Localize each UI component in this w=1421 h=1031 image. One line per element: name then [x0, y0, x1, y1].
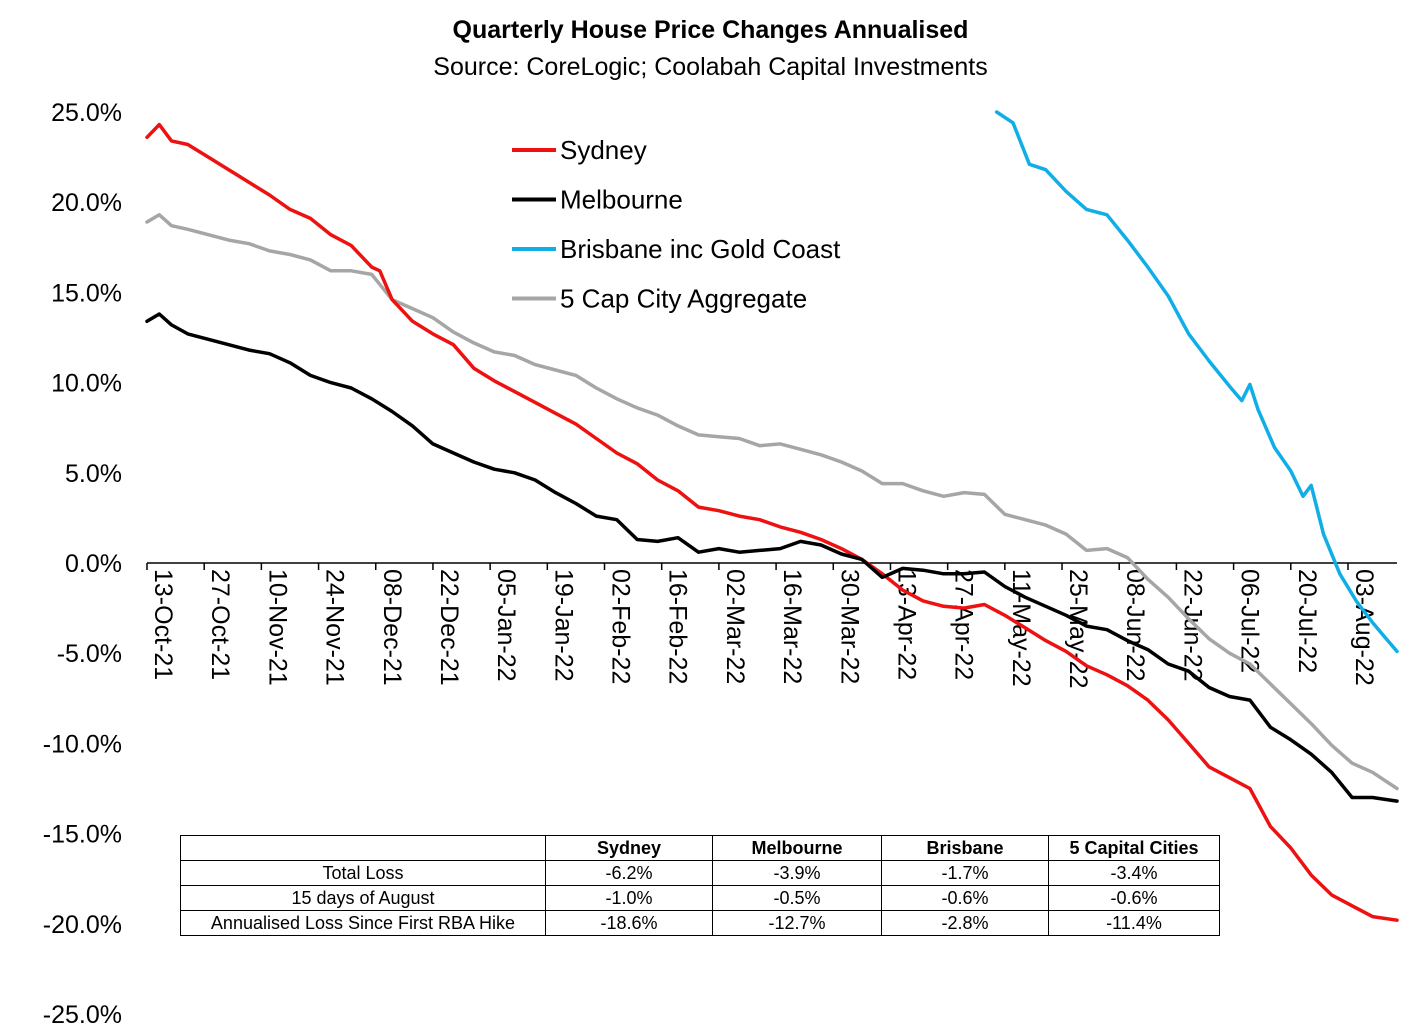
x-tick-label: 25-May-22 [1064, 569, 1092, 689]
y-tick-label: -20.0% [43, 911, 122, 939]
x-tick-label: 13-Oct-21 [149, 569, 177, 680]
y-tick-label: -25.0% [43, 1001, 122, 1029]
table-row-label: 15 days of August [180, 885, 546, 911]
legend-label-brisbane-inc-gold-coast: Brisbane inc Gold Coast [560, 234, 841, 264]
y-tick-label: 15.0% [51, 279, 122, 307]
series-layer [145, 110, 1399, 922]
table-cell: -0.5% [712, 885, 882, 911]
table-header-row: Sydney Melbourne Brisbane 5 Capital Citi… [180, 835, 1220, 861]
table-header-blank [180, 835, 546, 861]
x-tick-label: 19-Jan-22 [549, 569, 577, 682]
table-header-sydney: Sydney [545, 835, 713, 861]
legend: Sydney Melbourne Brisbane inc Gold Coast 5 … [512, 135, 841, 314]
table-header-melbourne: Melbourne [712, 835, 882, 861]
x-tick-label: 10-Nov-21 [263, 569, 291, 686]
y-tick-label: 20.0% [51, 189, 122, 217]
y-tick-label: -15.0% [43, 821, 122, 849]
y-tick-label: 10.0% [51, 370, 122, 398]
legend-label-5-cap-city-aggregate: 5 Cap City Aggregate [560, 284, 807, 314]
table-cell: -3.4% [1048, 860, 1220, 886]
table-cell: -2.8% [881, 910, 1049, 936]
chart-title: Quarterly House Price Changes Annualised [452, 16, 969, 44]
x-tick-label: 16-Feb-22 [664, 569, 692, 684]
x-tick-label: 06-Jul-22 [1236, 569, 1264, 673]
table-header-5-capital-cities: 5 Capital Cities [1048, 835, 1220, 861]
x-tick-label: 20-Jul-22 [1293, 569, 1321, 673]
y-tick-label: 5.0% [65, 460, 122, 488]
series-line-brisbane-inc-gold-coast [994, 110, 1399, 654]
table-cell: -12.7% [712, 910, 882, 936]
series-line-sydney [145, 122, 1399, 922]
table-cell: -6.2% [545, 860, 713, 886]
y-tick-label: 0.0% [65, 550, 122, 578]
table-cell: -18.6% [545, 910, 713, 936]
x-tick-label: 03-Aug-22 [1350, 569, 1378, 686]
x-tick-label: 11-May-22 [1007, 569, 1035, 687]
chart-subtitle: Source: CoreLogic; Coolabah Capital Inve… [433, 53, 988, 81]
table-row: Annualised Loss Since First RBA Hike -18… [180, 910, 1220, 936]
table-row: 15 days of August -1.0% -0.5% -0.6% -0.6… [180, 885, 1220, 911]
x-tick-label: 16-Mar-22 [778, 569, 806, 684]
x-tick-label: 08-Jun-22 [1121, 569, 1149, 682]
table-row-label: Total Loss [180, 860, 546, 886]
y-tick-label: 25.0% [51, 99, 122, 127]
table-cell: -1.7% [881, 860, 1049, 886]
x-tick-label: 27-Apr-22 [950, 569, 978, 680]
table-cell: -0.6% [1048, 885, 1220, 911]
table-row: Total Loss -6.2% -3.9% -1.7% -3.4% [180, 860, 1220, 886]
series-line-melbourne [145, 312, 1399, 803]
legend-label-sydney: Sydney [560, 135, 647, 165]
x-tick-label: 02-Feb-22 [607, 569, 635, 684]
table-cell: -1.0% [545, 885, 713, 911]
table-cell: -0.6% [881, 885, 1049, 911]
legend-label-melbourne: Melbourne [560, 185, 683, 215]
x-tick-label: 22-Dec-21 [435, 569, 463, 686]
x-tick-label: 02-Mar-22 [721, 569, 749, 684]
x-tick-label: 05-Jan-22 [492, 569, 520, 682]
series-line-5-cap-city-aggregate [145, 213, 1399, 791]
x-tick-label: 27-Oct-21 [206, 569, 234, 680]
x-tick-label: 22-Jun-22 [1178, 569, 1206, 682]
y-tick-label: -10.0% [43, 730, 122, 758]
axes-layer: 25.0% 20.0% 15.0% 10.0% 5.0% 0.0% -5.0% -10.0% -… [43, 99, 1397, 1029]
y-tick-label: -5.0% [57, 640, 122, 668]
x-tick-label: 24-Nov-21 [321, 569, 349, 686]
table-row-label: Annualised Loss Since First RBA Hike [180, 910, 546, 936]
table-cell: -3.9% [712, 860, 882, 886]
x-tick-label: 30-Mar-22 [835, 569, 863, 684]
x-tick-label: 08-Dec-21 [378, 569, 406, 686]
summary-table: Sydney Melbourne Brisbane 5 Capital Citi… [180, 835, 1220, 936]
table-header-brisbane: Brisbane [881, 835, 1049, 861]
table-cell: -11.4% [1048, 910, 1220, 936]
